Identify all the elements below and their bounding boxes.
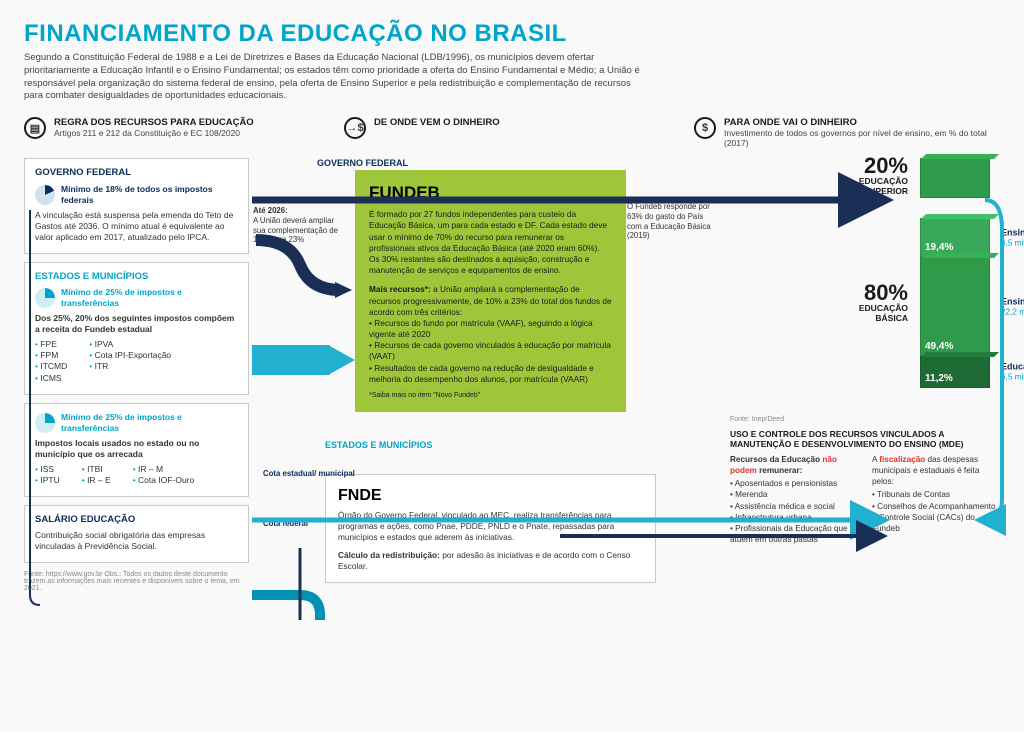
note-2026: Até 2026: A União deverá ampliar sua com… [253,206,343,245]
tax-list-2: ISSIPTU ITBIIR – E IR – MCota IOF-Ouro [35,464,238,486]
col-right: 20% EDUCAÇÃO SUPERIOR 80% EDUCAÇÃO BÁSIC… [730,158,1000,592]
stack-segment: 19,4%Ensino Médio6,5 milhões de matrícul… [920,218,990,257]
fnde-p1: Órgão do Governo Federal, vinculado ao M… [338,510,643,544]
section-headers: ▤ REGRA DOS RECURSOS PARA EDUCAÇÃO Artig… [24,117,1000,148]
tax-item: ISS [35,464,60,475]
estmun1-note: Dos 25%, 20% dos seguintes impostos comp… [35,313,238,335]
dollar-icon: $ [694,117,716,139]
sec-destino-sub: Investimento de todos os governos por ní… [724,128,1000,148]
tax-item: ITR [89,361,171,372]
pie-icon [35,413,55,433]
fnde-box: FNDE Órgão do Governo Federal, vinculado… [325,474,656,583]
tax-item: ITCMD [35,361,67,372]
stack-segment: 49,4%Ensino Fundamental22,2 milhões de m… [920,257,990,356]
estmun1-min: Mínimo de 25% de impostos e transferênci… [61,287,238,309]
tax-item: Infraestrutura urbana [730,512,858,523]
sup-pct: 20% [859,156,908,176]
flow-gov-fed-label: GOVERNO FEDERAL [317,158,408,168]
tax-list-1: FPEFPMITCMDICMS IPVACota IPI-ExportaçãoIT… [35,339,238,383]
tax-item: Cota IOF-Ouro [133,475,195,486]
estmun2-min: Mínimo de 25% de impostos e transferênci… [61,412,238,434]
flow-estmun-label: ESTADOS E MUNICÍPIOS [325,440,432,450]
fundeb-foot: *Saiba mais no item "Novo Fundeb" [369,391,612,400]
tax-item: IPVA [89,339,171,350]
tax-item: ICMS [35,373,67,384]
mde-hd: USO E CONTROLE DOS RECURSOS VINCULADOS A… [730,429,1000,449]
salario-note: Contribuição social obrigatória das empr… [35,530,238,552]
sec-origem-title: DE ONDE VEM O DINHEIRO [374,117,500,128]
stacked-bar: 20% EDUCAÇÃO SUPERIOR 80% EDUCAÇÃO BÁSIC… [730,158,1000,408]
tax-item: IR – M [133,464,195,475]
tax-item: Conselhos de Acompanhamento e Controle S… [872,501,1000,534]
tax-item: Profissionais da Educação que atuem em o… [730,523,858,545]
tax-item: Merenda [730,489,858,500]
bas-pct: 80% [859,283,908,303]
money-icon: →$ [344,117,366,139]
main-grid: GOVERNO FEDERAL Mínimo de 18% de todos o… [24,158,1000,592]
cota-estmun-label: Cota estadual/ municipal [263,470,355,479]
gov-fed-hd: GOVERNO FEDERAL [35,167,238,179]
fundeb-box: FUNDEB É formado por 27 fundos independe… [355,170,626,412]
note-fundeb-side: O Fundeb responde por 63% do gasto do Pa… [627,202,712,241]
source-footer: Fonte: https://www.gov.br Obs.: Todos os… [24,571,249,592]
page-title: FINANCIAMENTO DA EDUCAÇÃO NO BRASIL [24,20,1000,48]
mde-block: USO E CONTROLE DOS RECURSOS VINCULADOS A… [730,429,1000,545]
box-est-mun1: ESTADOS E MUNICÍPIOS Mínimo de 25% de im… [24,262,249,395]
tax-item: ITBI [82,464,111,475]
fnde-hd: FNDE [338,485,643,507]
tax-item: FPM [35,350,67,361]
fundeb-hd: FUNDEB [369,182,612,205]
stack-sup [920,158,990,198]
stack-bas: 19,4%Ensino Médio6,5 milhões de matrícul… [920,218,990,398]
stack-segment: 11,2%Educação Infantil6,5 milhões de mat… [920,356,990,388]
tax-item: Assistência médica e social [730,501,858,512]
pie-icon [35,185,55,205]
estmun-hd: ESTADOS E MUNICÍPIOS [35,271,238,283]
stack-src: Fonte: Inep/Deed [730,416,1000,423]
pie-icon [35,288,55,308]
box-est-mun2: Mínimo de 25% de impostos e transferênci… [24,403,249,497]
col-mid: GOVERNO FEDERAL Até 2026: A União deverá… [257,158,722,592]
sec-regra-sub: Artigos 211 e 212 da Constituição e EC 1… [54,128,254,138]
col-left: GOVERNO FEDERAL Mínimo de 18% de todos o… [24,158,249,592]
sec-regra-title: REGRA DOS RECURSOS PARA EDUCAÇÃO [54,117,254,128]
tax-item: IPTU [35,475,60,486]
salario-hd: SALÁRIO EDUCAÇÃO [35,514,238,526]
gov-fed-min: Mínimo de 18% de todos os impostos feder… [61,184,238,206]
fundeb-p1: É formado por 27 fundos independentes pa… [369,209,612,276]
gov-fed-note: A vinculação está suspensa pela emenda d… [35,210,238,243]
tax-item: FPE [35,339,67,350]
tax-item: Tribunais de Contas [872,489,1000,500]
tax-item: Cota IPI-Exportação [89,350,171,361]
cota-fed-label: Cota federal [263,520,308,529]
estmun2-note: Impostos locais usados no estado ou no m… [35,438,238,460]
box-salario-edu: SALÁRIO EDUCAÇÃO Contribuição social obr… [24,505,249,563]
page-subtitle: Segundo a Constituição Federal de 1988 e… [24,52,644,103]
doc-icon: ▤ [24,117,46,139]
tax-item: Aposentados e pensionistas [730,478,858,489]
sec-destino-title: PARA ONDE VAI O DINHEIRO [724,117,1000,128]
box-gov-federal: GOVERNO FEDERAL Mínimo de 18% de todos o… [24,158,249,254]
tax-item: IR – E [82,475,111,486]
